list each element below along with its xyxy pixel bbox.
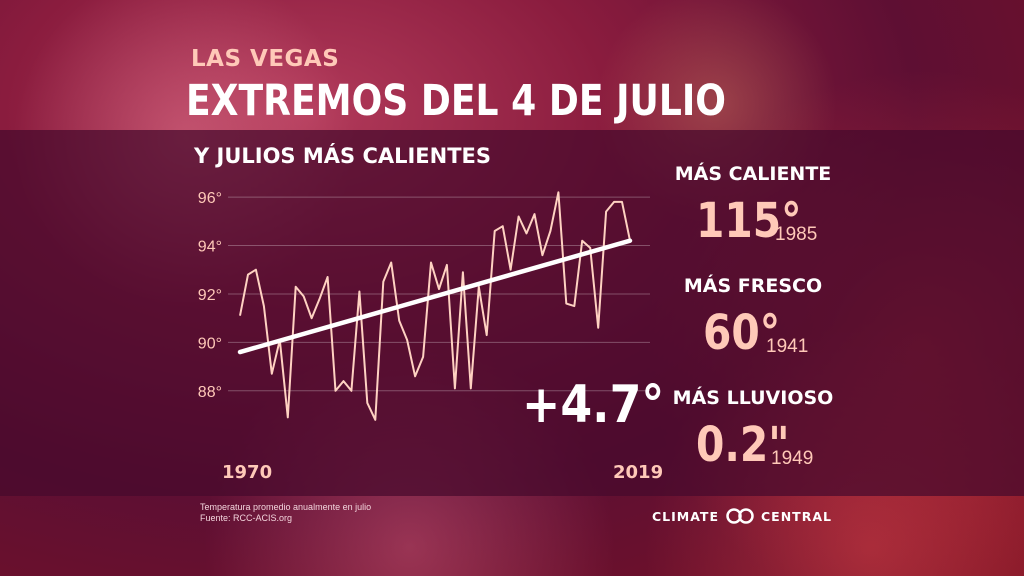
hottest-value: 115° bbox=[696, 193, 802, 249]
chart-subtitle: Y JULIOS MÁS CALIENTES bbox=[194, 144, 492, 168]
hottest-label: MÁS CALIENTE bbox=[674, 163, 832, 185]
wettest-year: 1949 bbox=[771, 448, 814, 469]
y-tick-label: 92° bbox=[198, 287, 222, 304]
logo-rings-icon bbox=[726, 508, 754, 524]
coolest-label: MÁS FRESCO bbox=[683, 275, 823, 297]
y-tick-label: 94° bbox=[198, 239, 222, 256]
coolest-year: 1941 bbox=[766, 336, 809, 357]
y-tick-label: 90° bbox=[198, 335, 222, 352]
x-axis-start-label: 1970 bbox=[222, 462, 272, 483]
brand-text-left: CLIMATE bbox=[652, 508, 719, 524]
coolest-value: 60° bbox=[703, 305, 781, 361]
trend-line bbox=[237, 238, 633, 355]
series-line bbox=[239, 191, 631, 421]
y-tick-label: 88° bbox=[198, 384, 222, 401]
y-tick-label: 96° bbox=[198, 190, 222, 207]
wettest-label: MÁS LLUVIOSO bbox=[672, 387, 834, 409]
chart-note: Temperatura promedio anualmente en julio bbox=[200, 502, 372, 512]
brand-text-right: CENTRAL bbox=[761, 508, 832, 524]
data-source: Fuente: RCC-ACIS.org bbox=[200, 513, 293, 523]
climate-central-logo: CLIMATE CENTRAL bbox=[652, 508, 832, 524]
page-title: EXTREMOS DEL 4 DE JULIO bbox=[186, 76, 727, 126]
city-name: LAS VEGAS bbox=[191, 46, 340, 72]
x-axis-end-label: 2019 bbox=[613, 462, 663, 483]
hottest-year: 1985 bbox=[775, 224, 818, 245]
content-band bbox=[0, 130, 1024, 496]
temperature-change-value: +4.7° bbox=[522, 375, 665, 435]
wettest-value: 0.2" bbox=[696, 417, 790, 473]
